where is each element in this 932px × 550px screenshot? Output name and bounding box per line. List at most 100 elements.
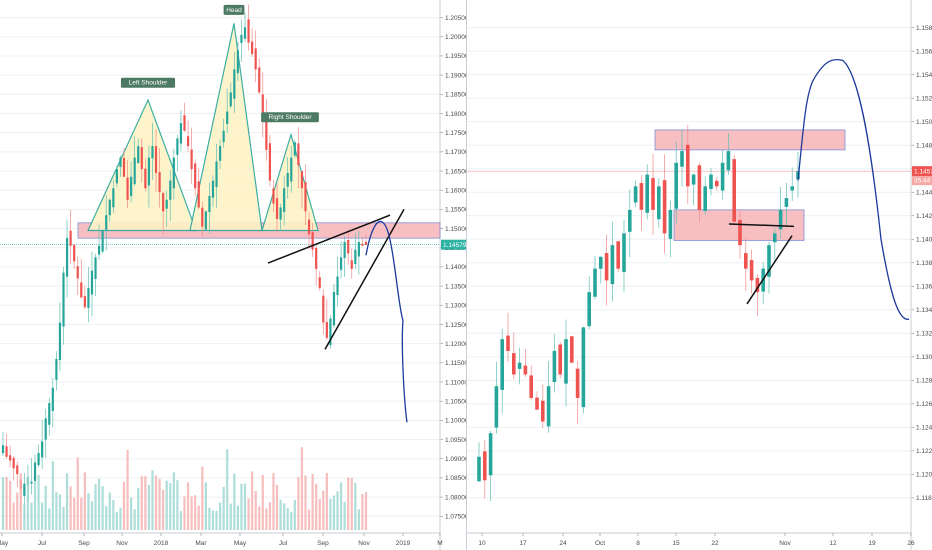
volume-bar bbox=[33, 481, 37, 530]
volume-bar bbox=[265, 508, 268, 530]
y-tick-label: 1.10000 bbox=[445, 418, 466, 425]
candle-body bbox=[286, 172, 289, 187]
left-chart-svg[interactable]: 1.20500 1.20000 1.19500 1.19000 1.18500 1.180… bbox=[0, 0, 466, 550]
candle-body bbox=[703, 186, 707, 211]
x-tick-label: May bbox=[0, 540, 9, 547]
candle-body bbox=[622, 233, 626, 272]
candle-body bbox=[261, 94, 264, 120]
y-tick-label: 1.13400 bbox=[916, 307, 932, 314]
y-tick-label: 1.13800 bbox=[916, 260, 932, 267]
candle-body bbox=[680, 151, 684, 167]
volume-bar bbox=[26, 475, 30, 530]
y-tick-label: 1.12200 bbox=[916, 448, 932, 455]
candle-body bbox=[243, 27, 247, 39]
candle-body bbox=[726, 151, 731, 171]
y-tick-label: 1.12000 bbox=[916, 472, 932, 479]
candle-body bbox=[529, 375, 533, 398]
candle-body bbox=[575, 368, 580, 398]
left-chart-panel[interactable]: 1.20500 1.20000 1.19500 1.19000 1.18500 1.180… bbox=[0, 0, 466, 550]
y-tick-label: 1.07500 bbox=[445, 514, 466, 521]
y-tick-label: 1.18500 bbox=[445, 92, 466, 99]
volume-bar bbox=[165, 480, 168, 530]
volume-bar bbox=[119, 507, 122, 530]
volume-bar bbox=[62, 506, 65, 530]
volume-bar bbox=[5, 476, 8, 530]
candle-body bbox=[5, 446, 8, 457]
candle-body bbox=[332, 291, 336, 326]
y-tick-label: 1.19500 bbox=[445, 53, 466, 60]
y-tick-label: 1.15800 bbox=[916, 25, 932, 32]
y-tick-label: 1.08500 bbox=[445, 475, 466, 482]
y-tick-label: 1.13500 bbox=[445, 283, 466, 290]
y-tick-label: 1.12800 bbox=[916, 378, 932, 385]
candle-body bbox=[488, 433, 493, 476]
volume-bar bbox=[169, 483, 172, 530]
candle-body bbox=[41, 441, 44, 458]
candle-body bbox=[709, 174, 713, 189]
candle-body bbox=[357, 241, 360, 257]
x-tick-label: 8 bbox=[636, 540, 640, 547]
volume-bar bbox=[154, 475, 158, 530]
candle-body bbox=[784, 198, 789, 207]
volume-bar bbox=[300, 447, 304, 530]
candle-body bbox=[616, 241, 620, 269]
candle-body bbox=[657, 186, 661, 220]
candle-body bbox=[749, 260, 754, 281]
volume-bar bbox=[243, 483, 247, 530]
candle-body bbox=[354, 249, 357, 265]
y-tick-label: 1.19000 bbox=[445, 72, 466, 79]
volume-bar bbox=[364, 492, 368, 530]
x-tick-label: 24 bbox=[559, 540, 567, 547]
candle-body bbox=[552, 350, 557, 383]
candle-body bbox=[325, 322, 328, 338]
candle-body bbox=[272, 188, 275, 204]
candle-body bbox=[133, 157, 136, 185]
volume-bar bbox=[343, 501, 346, 530]
candle-body bbox=[506, 335, 510, 351]
y-tick-label: 1.12400 bbox=[916, 425, 932, 432]
volume-bar bbox=[218, 502, 222, 530]
volume-bar bbox=[58, 494, 62, 530]
countdown-tag bbox=[912, 176, 932, 186]
candle-body bbox=[48, 403, 51, 425]
candle-body bbox=[275, 198, 279, 219]
candle-body bbox=[494, 386, 499, 428]
right-chart-panel[interactable]: 1.15800 1.15600 1.15400 1.15200 1.15000 1.148… bbox=[466, 0, 932, 550]
pattern-label-box bbox=[261, 112, 319, 123]
projection-path bbox=[365, 220, 408, 423]
candle-body bbox=[633, 186, 638, 203]
candle-body bbox=[347, 239, 350, 254]
candle-body bbox=[101, 230, 104, 252]
volume-bar bbox=[222, 486, 225, 530]
volume-bar bbox=[194, 495, 197, 530]
volume-bar bbox=[211, 510, 215, 530]
y-tick-label: 1.12000 bbox=[445, 341, 466, 348]
y-tick-label: 1.13200 bbox=[916, 331, 932, 338]
candle-body bbox=[279, 207, 282, 220]
last-price-tag-label: 1.14579 bbox=[914, 168, 932, 175]
candle-body bbox=[293, 142, 296, 156]
candle-body bbox=[265, 120, 268, 150]
volume-bar bbox=[126, 449, 129, 530]
volume-bar bbox=[76, 457, 79, 530]
volume-bar bbox=[162, 489, 165, 530]
right-chart-svg[interactable]: 1.15800 1.15600 1.15400 1.15200 1.15000 1.148… bbox=[467, 0, 932, 550]
y-tick-label: 1.11500 bbox=[445, 360, 466, 367]
candle-body bbox=[686, 144, 690, 187]
x-tick-label: Sep bbox=[317, 540, 329, 547]
volume-bar bbox=[208, 507, 211, 530]
candle-body bbox=[211, 180, 215, 198]
volume-bar bbox=[325, 472, 328, 530]
x-tick-label: Oct bbox=[595, 540, 605, 547]
y-tick-label: 1.16500 bbox=[445, 168, 466, 175]
candle-body bbox=[158, 172, 161, 193]
volume-bar bbox=[354, 482, 357, 530]
candle-body bbox=[674, 162, 678, 209]
countdown-tag-label: 35:44 bbox=[914, 178, 931, 185]
volume-bar bbox=[105, 506, 108, 530]
volume-bar bbox=[215, 510, 218, 530]
candle-body bbox=[94, 257, 97, 279]
candle-body bbox=[254, 48, 257, 70]
volume-bar bbox=[329, 498, 332, 530]
candle-body bbox=[350, 260, 353, 269]
